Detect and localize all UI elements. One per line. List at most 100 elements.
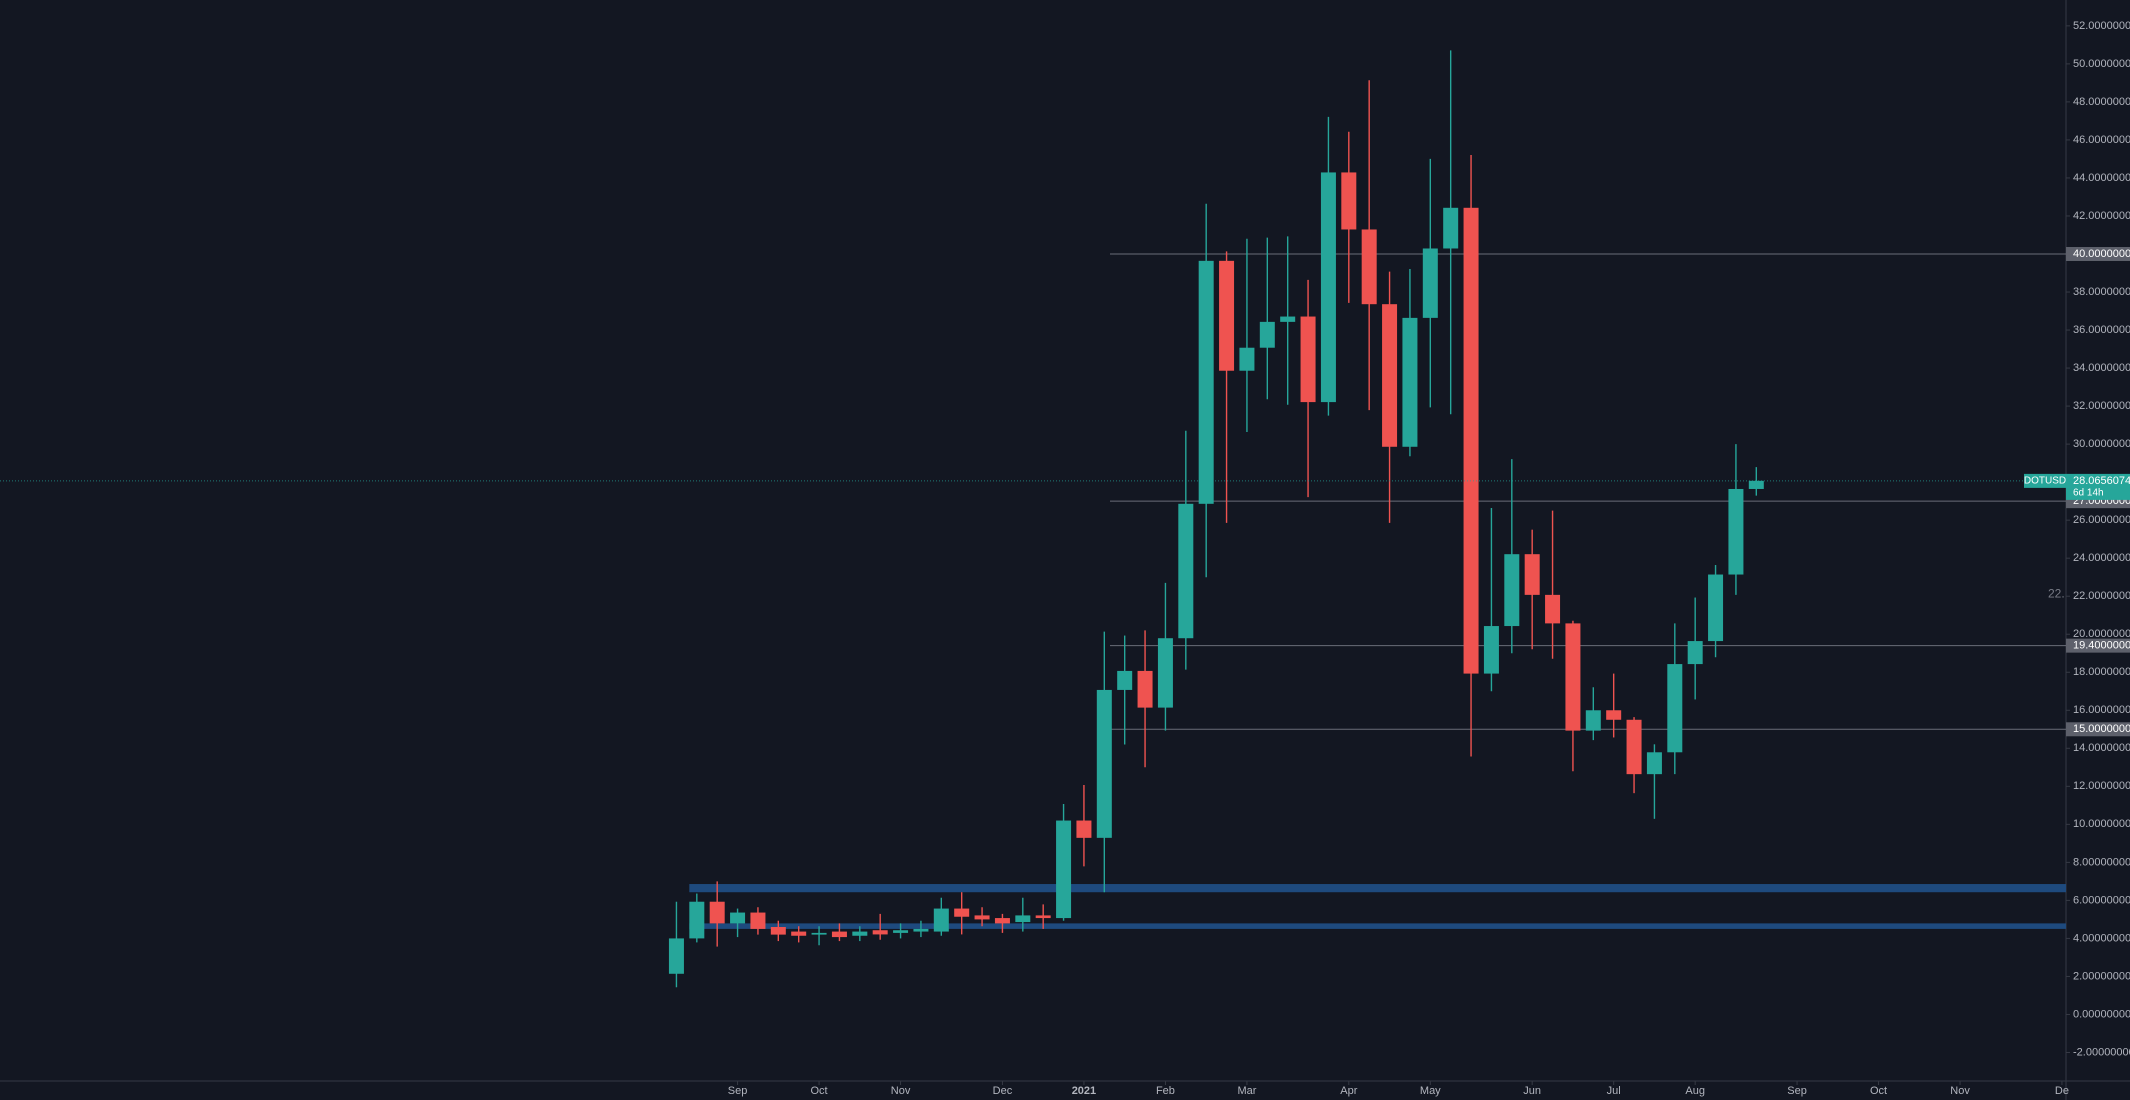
x-tick-label: Oct [1870,1085,1887,1097]
y-tick-label: 32.00000000 [2073,400,2130,412]
candle-body [1137,670,1153,708]
candle-body [750,912,766,929]
candle-body [1035,915,1051,919]
candle-body [893,930,909,933]
symbol-label: DOTUSD [2024,476,2066,487]
candle-body [1219,260,1235,371]
x-tick-label: 2021 [1072,1085,1096,1097]
candle-body [1361,229,1377,305]
candle-body [1341,172,1357,230]
candle-body [1015,915,1031,923]
x-tick-label: Apr [1340,1085,1357,1097]
candle-body [913,928,929,932]
price-label: 28.06560740 [2073,475,2130,487]
candle-body [1687,641,1703,665]
x-tick-label: Jun [1523,1085,1541,1097]
y-tick-label: -2.00000000 [2073,1046,2130,1058]
x-tick-label: Feb [1156,1085,1175,1097]
candle-body [791,931,807,936]
y-tick-label: 42.00000000 [2073,210,2130,222]
level-label: 40.00000000 [2073,248,2130,260]
level-label-box [2066,722,2130,737]
x-tick-label: Mar [1237,1085,1256,1097]
candle-body [831,931,847,938]
y-tick-label: 38.00000000 [2073,286,2130,298]
candle-body [1382,304,1398,447]
candle-body [872,930,888,935]
x-tick-label: Nov [891,1085,911,1097]
y-tick-label: 46.00000000 [2073,134,2130,146]
candle-body [1708,574,1724,642]
y-tick-label: 30.00000000 [2073,438,2130,450]
candle-body [1056,820,1072,919]
level-label-box [2066,638,2130,653]
level-label: 19.40000000 [2073,640,2130,652]
candle-body [1443,207,1459,249]
candle-body [1117,670,1133,690]
y-tick-label: 34.00000000 [2073,362,2130,374]
zone [689,884,2066,893]
candle-body [1280,316,1296,322]
candle-body [811,932,827,935]
level-label: 15.00000000 [2073,723,2130,735]
x-tick-label: Aug [1685,1085,1705,1097]
x-tick-label: Nov [1950,1085,1970,1097]
candle-body [1585,710,1601,731]
symbol-box [2024,473,2066,488]
x-tick-label: De [2055,1085,2069,1097]
y-tick-label: 52.00000000 [2073,20,2130,32]
x-tick-label: May [1420,1085,1441,1097]
candle-body [1483,626,1499,674]
y-tick-label: 18.00000000 [2073,666,2130,678]
y-tick-label: 36.00000000 [2073,324,2130,336]
candle-body [1320,172,1336,403]
y-tick-label: 12.00000000 [2073,780,2130,792]
candle-body [1096,689,1112,838]
y-tick-label: 0.00000000 [2073,1008,2130,1020]
candle-body [1524,554,1540,595]
candle-body [1504,554,1520,627]
candle-body [730,912,746,924]
y-tick-label: 2.00000000 [2073,970,2130,982]
x-tick-label: Jul [1607,1085,1621,1097]
x-tick-label: Dec [993,1085,1013,1097]
y-tick-label: 10.00000000 [2073,818,2130,830]
y-tick-label: 44.00000000 [2073,172,2130,184]
candle-body [1606,710,1622,720]
candle-body [1157,638,1173,708]
level-label-box [2066,246,2130,261]
y-tick-label: 26.00000000 [2073,514,2130,526]
candle-body [1422,248,1438,318]
zone [689,923,2066,929]
y-tick-label: 50.00000000 [2073,58,2130,70]
candle-body [852,931,868,936]
y-tick-label: 6.00000000 [2073,894,2130,906]
candle-body [689,901,705,939]
x-tick-label: Oct [811,1085,828,1097]
y-tick-label: 20.00000000 [2073,628,2130,640]
candle-body [1076,820,1092,838]
countdown-label: 6d 14h [2073,488,2104,499]
candle-body [668,938,684,974]
y-tick-label: 24.00000000 [2073,552,2130,564]
y-tick-label: 16.00000000 [2073,704,2130,716]
y-tick-label: 8.00000000 [2073,856,2130,868]
candle-body [1646,752,1662,775]
price-box [2066,473,2130,500]
candle-body [770,927,786,935]
y-tick-label: 48.00000000 [2073,96,2130,108]
y-tick-label: 14.00000000 [2073,742,2130,754]
candle-body [1463,207,1479,674]
y-tick-label: 22.00000000 [2073,590,2130,602]
candle-body [994,918,1010,924]
y-tick-label: 4.00000000 [2073,932,2130,944]
candle-body [1748,480,1764,489]
candle-body [1545,594,1561,624]
partial-label: 22. [2048,586,2065,600]
candle-body [954,908,970,917]
candle-body [1565,623,1581,731]
x-tick-label: Sep [728,1085,748,1097]
